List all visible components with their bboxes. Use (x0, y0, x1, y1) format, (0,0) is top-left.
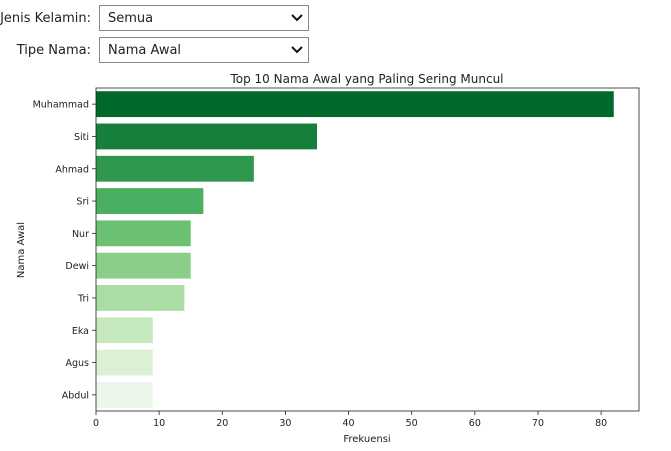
gender-dropdown-value: Semua (108, 10, 154, 26)
x-tick-label: 30 (279, 418, 291, 429)
y-tick-label: Abdul (62, 390, 89, 401)
x-tick-label: 40 (343, 418, 355, 429)
bar-agus (96, 349, 153, 376)
name-type-dropdown[interactable]: Nama Awal (99, 37, 309, 63)
x-axis-ticks: 0 10 20 30 40 50 60 70 80 (93, 411, 607, 429)
y-axis-title: Nama Awal (16, 222, 27, 278)
name-type-filter-label: Tipe Nama: (16, 42, 91, 58)
chevron-down-icon (286, 5, 308, 31)
gender-filter-label: Jenis Kelamin: (0, 10, 91, 26)
y-tick-label: Nur (72, 229, 89, 240)
name-type-dropdown-value: Nama Awal (108, 42, 182, 58)
y-tick-label: Dewi (65, 261, 89, 272)
y-tick-label: Muhammad (33, 100, 89, 111)
bar-tri (96, 285, 185, 311)
chevron-down-icon (286, 37, 308, 63)
y-axis-ticks: Muhammad Siti Ahmad Sri Nur Dewi Tri Eka Agus Abd… (33, 100, 96, 401)
x-tick-label: 10 (153, 418, 165, 429)
y-tick-label: Agus (66, 358, 90, 369)
bar-muhammad (96, 91, 614, 118)
y-tick-label: Tri (77, 293, 89, 304)
bar-nur (96, 220, 191, 247)
bar-abdul (96, 381, 153, 408)
x-tick-label: 50 (406, 418, 418, 429)
bar-sri (96, 188, 204, 214)
x-tick-label: 70 (532, 418, 544, 429)
bar-eka (96, 317, 153, 344)
bars-group (96, 91, 614, 408)
x-tick-label: 20 (216, 418, 228, 429)
y-tick-label: Sri (76, 197, 89, 208)
bar-ahmad (96, 155, 254, 182)
x-tick-label: 60 (469, 418, 481, 429)
x-tick-label: 80 (595, 418, 607, 429)
chart-title: Top 10 Nama Awal yang Paling Sering Munc… (229, 72, 503, 86)
y-tick-label: Siti (74, 132, 89, 143)
x-axis-title: Frekuensi (343, 434, 390, 445)
plot-frame (95, 87, 640, 412)
y-tick-label: Ahmad (55, 164, 89, 175)
bar-dewi (96, 252, 191, 279)
y-tick-label: Eka (72, 326, 89, 337)
bar-siti (96, 123, 317, 150)
x-tick-label: 0 (93, 418, 99, 429)
gender-dropdown[interactable]: Semua (99, 5, 309, 31)
bar-chart: Top 10 Nama Awal yang Paling Sering Munc… (16, 72, 640, 445)
